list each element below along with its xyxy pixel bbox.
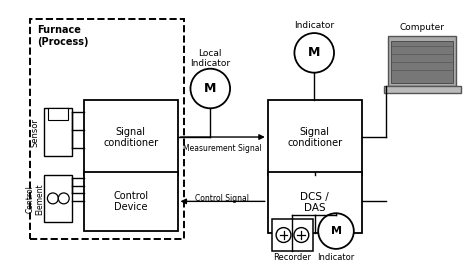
Bar [44,108,72,156]
Text: Measurement Signal: Measurement Signal [183,144,262,153]
Circle shape [191,69,230,108]
Bar [48,108,68,120]
Text: DCS /
DAS: DCS / DAS [301,192,329,213]
Circle shape [58,193,69,204]
Text: Indicator: Indicator [294,21,334,30]
Bar [268,100,362,175]
Bar [268,172,362,233]
Text: Computer: Computer [400,23,445,32]
Text: M: M [308,46,320,59]
Circle shape [47,193,58,204]
FancyBboxPatch shape [383,86,461,93]
Text: Indicator: Indicator [318,253,355,262]
Text: Local
Indicator: Local Indicator [190,49,230,68]
Bar [83,172,178,231]
Text: Control Signal: Control Signal [195,194,249,203]
Text: Control
Device: Control Device [113,191,148,212]
Text: M: M [330,226,341,236]
Text: Recorder: Recorder [273,253,311,262]
Circle shape [294,33,334,73]
Text: Signal
conditioner: Signal conditioner [103,127,158,148]
Circle shape [318,213,354,249]
Bar [392,41,453,83]
Text: M: M [204,82,217,95]
Circle shape [294,228,309,242]
Text: Sensor: Sensor [30,118,39,147]
Bar [44,175,72,222]
Bar [272,219,313,251]
Bar [83,100,178,175]
Bar [30,19,183,239]
Text: Signal
conditioner: Signal conditioner [287,127,342,148]
Text: Control
Element: Control Element [25,183,45,215]
Text: Furnace
(Process): Furnace (Process) [37,25,89,47]
Circle shape [276,228,291,242]
FancyBboxPatch shape [389,36,456,86]
